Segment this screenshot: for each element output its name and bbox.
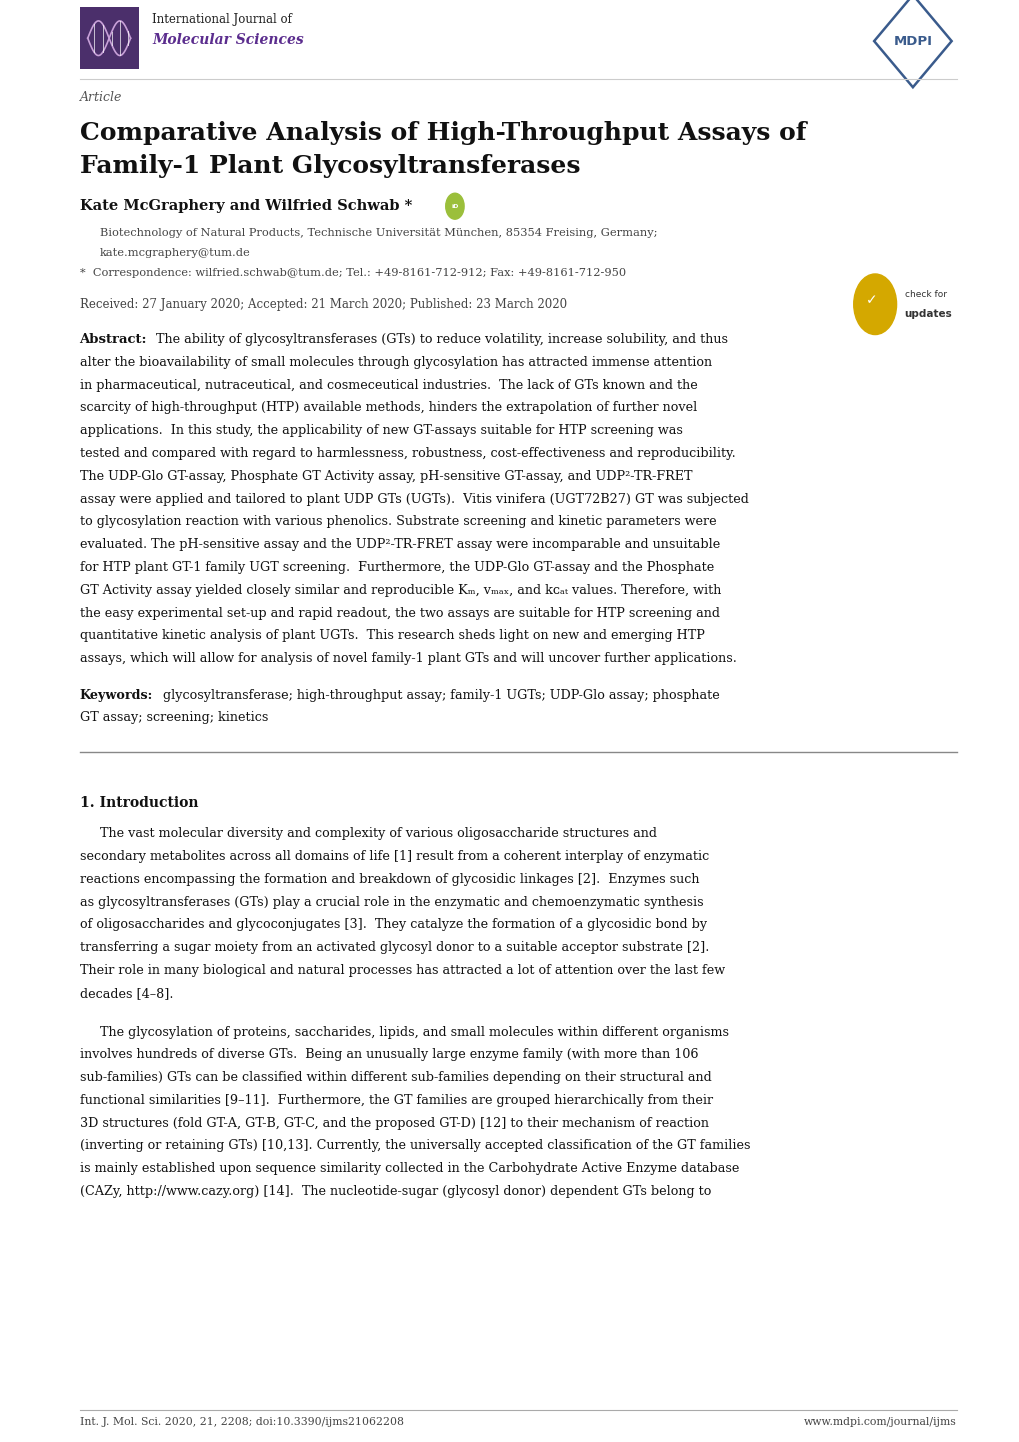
Text: involves hundreds of diverse GTs.  Being an unusually large enzyme family (with : involves hundreds of diverse GTs. Being …: [79, 1048, 697, 1061]
Text: secondary metabolites across all domains of life [1] result from a coherent inte: secondary metabolites across all domains…: [79, 851, 708, 864]
Text: The ability of glycosyltransferases (GTs) to reduce volatility, increase solubil: The ability of glycosyltransferases (GTs…: [156, 333, 728, 346]
Text: evaluated. The pH-sensitive assay and the UDP²-TR-FRET assay were incomparable a: evaluated. The pH-sensitive assay and th…: [79, 538, 719, 551]
Text: Comparative Analysis of High-Throughput Assays of: Comparative Analysis of High-Throughput …: [79, 121, 805, 146]
Text: to glycosylation reaction with various phenolics. Substrate screening and kineti: to glycosylation reaction with various p…: [79, 515, 715, 528]
Text: Family-1 Plant Glycosyltransferases: Family-1 Plant Glycosyltransferases: [79, 154, 580, 179]
Text: Abstract:: Abstract:: [79, 333, 147, 346]
Text: www.mdpi.com/journal/ijms: www.mdpi.com/journal/ijms: [803, 1417, 956, 1428]
Text: MDPI: MDPI: [893, 35, 931, 48]
Text: as glycosyltransferases (GTs) play a crucial role in the enzymatic and chemoenzy: as glycosyltransferases (GTs) play a cru…: [79, 895, 702, 908]
Text: The glycosylation of proteins, saccharides, lipids, and small molecules within d: The glycosylation of proteins, saccharid…: [79, 1025, 728, 1038]
Text: is mainly established upon sequence similarity collected in the Carbohydrate Act: is mainly established upon sequence simi…: [79, 1162, 738, 1175]
Text: in pharmaceutical, nutraceutical, and cosmeceutical industries.  The lack of GTs: in pharmaceutical, nutraceutical, and co…: [79, 379, 697, 392]
Text: for HTP plant GT-1 family UGT screening.  Furthermore, the UDP-Glo GT-assay and : for HTP plant GT-1 family UGT screening.…: [79, 561, 713, 574]
Text: kate.mcgraphery@tum.de: kate.mcgraphery@tum.de: [100, 248, 251, 258]
Text: decades [4–8].: decades [4–8].: [79, 986, 173, 999]
Circle shape: [853, 274, 896, 335]
Text: GT Activity assay yielded closely similar and reproducible Kₘ, vₘₐₓ, and kᴄₐₜ va: GT Activity assay yielded closely simila…: [79, 584, 720, 597]
Text: the easy experimental set-up and rapid readout, the two assays are suitable for : the easy experimental set-up and rapid r…: [79, 607, 718, 620]
Text: 3D structures (fold GT-A, GT-B, GT-C, and the proposed GT-D) [12] to their mecha: 3D structures (fold GT-A, GT-B, GT-C, an…: [79, 1116, 708, 1129]
FancyBboxPatch shape: [79, 7, 139, 69]
Text: transferring a sugar moiety from an activated glycosyl donor to a suitable accep: transferring a sugar moiety from an acti…: [79, 942, 708, 955]
Text: 1. Introduction: 1. Introduction: [79, 796, 198, 809]
Text: assay were applied and tailored to plant UDP GTs (UGTs).  Vitis vinifera (UGT72B: assay were applied and tailored to plant…: [79, 493, 748, 506]
Text: The UDP-Glo GT-assay, Phosphate GT Activity assay, pH-sensitive GT-assay, and UD: The UDP-Glo GT-assay, Phosphate GT Activ…: [79, 470, 691, 483]
Text: functional similarities [9–11].  Furthermore, the GT families are grouped hierar: functional similarities [9–11]. Furtherm…: [79, 1094, 712, 1107]
Text: Kate McGraphery and Wilfried Schwab *: Kate McGraphery and Wilfried Schwab *: [79, 199, 412, 213]
Text: The vast molecular diversity and complexity of various oligosaccharide structure: The vast molecular diversity and complex…: [79, 828, 656, 841]
Text: GT assay; screening; kinetics: GT assay; screening; kinetics: [79, 711, 268, 724]
Text: scarcity of high-throughput (HTP) available methods, hinders the extrapolation o: scarcity of high-throughput (HTP) availa…: [79, 401, 696, 414]
Text: assays, which will allow for analysis of novel family-1 plant GTs and will uncov: assays, which will allow for analysis of…: [79, 652, 736, 665]
Text: Molecular Sciences: Molecular Sciences: [152, 33, 304, 48]
Text: iD: iD: [450, 203, 459, 209]
Text: applications.  In this study, the applicability of new GT-assays suitable for HT: applications. In this study, the applica…: [79, 424, 682, 437]
Text: quantitative kinetic analysis of plant UGTs.  This research sheds light on new a: quantitative kinetic analysis of plant U…: [79, 629, 704, 642]
Text: sub-families) GTs can be classified within different sub-families depending on t: sub-families) GTs can be classified with…: [79, 1071, 710, 1084]
Text: updates: updates: [904, 310, 952, 319]
Text: check for: check for: [904, 290, 946, 298]
Text: tested and compared with regard to harmlessness, robustness, cost-effectiveness : tested and compared with regard to harml…: [79, 447, 735, 460]
Text: *  Correspondence: wilfried.schwab@tum.de; Tel.: +49-8161-712-912; Fax: +49-8161: * Correspondence: wilfried.schwab@tum.de…: [79, 268, 625, 278]
Text: (CAZy, http://www.cazy.org) [14].  The nucleotide-sugar (glycosyl donor) depende: (CAZy, http://www.cazy.org) [14]. The nu…: [79, 1185, 710, 1198]
Text: of oligosaccharides and glycoconjugates [3].  They catalyze the formation of a g: of oligosaccharides and glycoconjugates …: [79, 919, 706, 932]
Text: Their role in many biological and natural processes has attracted a lot of atten: Their role in many biological and natura…: [79, 965, 723, 978]
Text: reactions encompassing the formation and breakdown of glycosidic linkages [2].  : reactions encompassing the formation and…: [79, 872, 698, 885]
Text: ✓: ✓: [865, 293, 877, 307]
Text: alter the bioavailability of small molecules through glycosylation has attracted: alter the bioavailability of small molec…: [79, 356, 711, 369]
Text: Article: Article: [79, 91, 122, 104]
Text: Int. J. Mol. Sci. 2020, 21, 2208; doi:10.3390/ijms21062208: Int. J. Mol. Sci. 2020, 21, 2208; doi:10…: [79, 1417, 404, 1428]
Text: Keywords:: Keywords:: [79, 688, 153, 701]
Text: (inverting or retaining GTs) [10,13]. Currently, the universally accepted classi: (inverting or retaining GTs) [10,13]. Cu…: [79, 1139, 749, 1152]
Circle shape: [445, 193, 464, 219]
Text: glycosyltransferase; high-throughput assay; family-1 UGTs; UDP-Glo assay; phosph: glycosyltransferase; high-throughput ass…: [163, 688, 719, 701]
Text: Biotechnology of Natural Products, Technische Universität München, 85354 Freisin: Biotechnology of Natural Products, Techn…: [100, 228, 657, 238]
Text: International Journal of: International Journal of: [152, 13, 291, 26]
Text: Received: 27 January 2020; Accepted: 21 March 2020; Published: 23 March 2020: Received: 27 January 2020; Accepted: 21 …: [79, 298, 567, 311]
